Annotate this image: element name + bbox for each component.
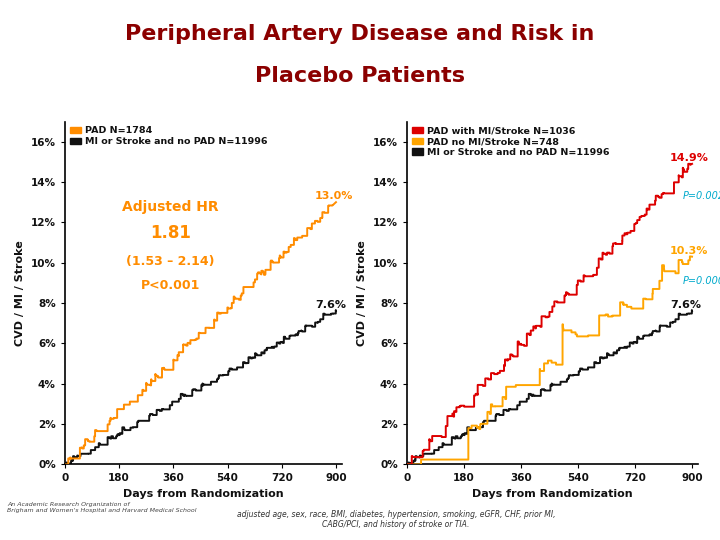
Text: 13.0%: 13.0%	[315, 191, 354, 201]
Text: (1.53 – 2.14): (1.53 – 2.14)	[126, 255, 215, 268]
Y-axis label: CVD / MI / Stroke: CVD / MI / Stroke	[15, 240, 25, 346]
Text: P=0.0028: P=0.0028	[683, 191, 720, 201]
Text: P<0.001: P<0.001	[140, 279, 200, 292]
Y-axis label: CVD / MI / Stroke: CVD / MI / Stroke	[357, 240, 367, 346]
Legend: PAD with MI/Stroke N=1036, PAD no MI/Stroke N=748, MI or Stroke and no PAD N=119: PAD with MI/Stroke N=1036, PAD no MI/Str…	[412, 126, 609, 157]
Text: Peripheral Artery Disease and Risk in: Peripheral Artery Disease and Risk in	[125, 24, 595, 44]
Text: adjusted age, sex, race, BMI, diabetes, hypertension, smoking, eGFR, CHF, prior : adjusted age, sex, race, BMI, diabetes, …	[237, 510, 555, 529]
Text: 14.9%: 14.9%	[670, 153, 708, 163]
Text: 7.6%: 7.6%	[670, 300, 701, 310]
Text: 1.81: 1.81	[150, 225, 191, 242]
Text: 10.3%: 10.3%	[670, 246, 708, 255]
Text: 7.6%: 7.6%	[315, 300, 346, 310]
X-axis label: Days from Randomization: Days from Randomization	[123, 489, 284, 499]
Text: P=0.0001: P=0.0001	[683, 276, 720, 286]
Text: Placebo Patients: Placebo Patients	[255, 66, 465, 86]
Legend: PAD N=1784, MI or Stroke and no PAD N=11996: PAD N=1784, MI or Stroke and no PAD N=11…	[70, 126, 267, 146]
Text: Adjusted HR: Adjusted HR	[122, 200, 218, 214]
X-axis label: Days from Randomization: Days from Randomization	[472, 489, 633, 499]
Text: An Academic Research Organization of
Brigham and Women's Hospital and Harvard Me: An Academic Research Organization of Bri…	[7, 502, 197, 513]
